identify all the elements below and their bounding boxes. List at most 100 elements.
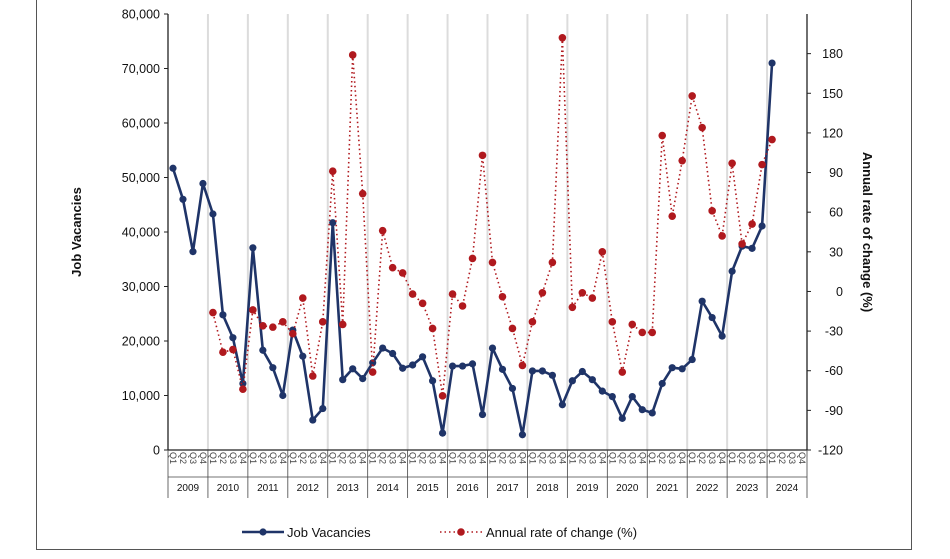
- quarter-tick-label: Q1: [208, 452, 218, 464]
- quarter-tick-label: Q2: [218, 452, 228, 464]
- right-tick-label: -120: [818, 444, 843, 458]
- job-vacancies-point: [419, 353, 427, 361]
- right-tick-label: -30: [825, 325, 843, 339]
- year-label: 2014: [377, 483, 400, 494]
- quarter-tick-label: Q3: [308, 452, 318, 464]
- quarter-tick-label: Q2: [458, 452, 468, 464]
- annual-rate-point: [758, 160, 766, 169]
- job-vacancies-point: [658, 379, 666, 388]
- quarter-tick-label: Q3: [188, 452, 198, 464]
- annual-rate-point: [388, 263, 397, 272]
- job-vacancies-point: [209, 210, 217, 218]
- quarter-tick-label: Q4: [637, 452, 647, 464]
- job-vacancies-point: [468, 360, 477, 368]
- year-label: 2020: [616, 483, 639, 494]
- annual-rate-point: [748, 220, 756, 228]
- job-vacancies-point: [638, 406, 646, 414]
- job-vacancies-point: [608, 392, 616, 401]
- right-tick-label: -90: [825, 404, 843, 418]
- job-vacancies-point: [428, 377, 437, 385]
- job-vacancies-point: [678, 365, 686, 373]
- annual-rate-point: [368, 368, 377, 376]
- annual-rate-point: [618, 368, 627, 376]
- right-tick-label: 150: [822, 87, 843, 101]
- annual-rate-point: [588, 294, 597, 302]
- quarter-tick-label: Q1: [248, 452, 258, 464]
- quarter-tick-label: Q3: [348, 452, 358, 464]
- job-vacancies-point: [339, 376, 347, 384]
- annual-rate-point: [378, 226, 387, 235]
- left-tick-label: 20,000: [122, 335, 160, 349]
- job-vacancies-point: [568, 377, 576, 385]
- quarter-tick-label: Q4: [717, 452, 727, 464]
- year-label: 2018: [536, 483, 559, 494]
- annual-rate-point: [668, 212, 677, 220]
- annual-rate-point: [498, 292, 507, 301]
- quarter-tick-label: Q2: [418, 452, 428, 464]
- quarter-tick-label: Q3: [428, 452, 438, 464]
- left-axis-title: Job Vacancies: [69, 187, 84, 277]
- legend-marker-annual-rate: [457, 528, 465, 536]
- right-tick-label: 60: [829, 206, 843, 220]
- job-vacancies-point: [508, 384, 517, 393]
- quarter-tick-label: Q3: [667, 452, 677, 464]
- job-vacancies-point: [229, 334, 237, 342]
- year-label: 2023: [736, 483, 759, 494]
- job-vacancies-point: [249, 244, 257, 252]
- quarter-tick-label: Q2: [338, 452, 348, 464]
- annual-rate-point: [518, 361, 527, 370]
- job-vacancies-point: [688, 355, 696, 364]
- annual-rate-point: [478, 151, 487, 160]
- right-tick-label: 120: [822, 126, 843, 140]
- annual-rate-point: [279, 318, 287, 326]
- legend-marker-job-vacancies: [259, 528, 267, 536]
- left-tick-label: 50,000: [122, 171, 160, 185]
- annual-rate-point: [448, 290, 457, 298]
- job-vacancies-point: [169, 164, 177, 172]
- quarter-tick-label: Q4: [398, 452, 408, 464]
- quarter-tick-label: Q3: [787, 452, 797, 464]
- year-label: 2010: [217, 483, 240, 494]
- right-tick-label: 30: [829, 245, 843, 259]
- annual-rate-point: [219, 348, 227, 357]
- annual-rate-point: [249, 306, 257, 314]
- quarter-tick-label: Q1: [448, 452, 458, 464]
- job-vacancies-point: [359, 375, 367, 383]
- job-vacancies-point: [588, 376, 596, 384]
- quarter-tick-label: Q4: [597, 452, 607, 464]
- job-vacancies-point: [628, 392, 636, 401]
- job-vacancies-point: [179, 195, 187, 203]
- annual-rate-point: [548, 258, 557, 267]
- job-vacancies-point: [389, 349, 397, 358]
- quarter-tick-label: Q1: [527, 452, 537, 464]
- job-vacancies-line: [171, 62, 774, 437]
- quarter-tick-label: Q2: [258, 452, 268, 464]
- annual-rate-point: [289, 329, 297, 338]
- year-label: 2009: [177, 483, 200, 494]
- quarter-tick-label: Q1: [168, 452, 178, 464]
- quarter-tick-label: Q4: [757, 452, 767, 464]
- job-vacancies-point: [409, 361, 417, 369]
- quarter-tick-label: Q3: [707, 452, 717, 464]
- annual-rate-point: [438, 392, 447, 400]
- annual-rate-point: [678, 156, 686, 165]
- job-vacancies-point: [768, 59, 776, 67]
- job-vacancies-point: [369, 359, 377, 367]
- legend-label-job-vacancies: Job Vacancies: [287, 525, 371, 540]
- quarter-tick-label: Q3: [547, 452, 557, 464]
- quarter-tick-label: Q1: [727, 452, 737, 464]
- right-axis-title: Annual rate of change (%): [860, 152, 875, 312]
- job-vacancies-point: [718, 332, 726, 340]
- job-vacancies-point: [598, 387, 606, 395]
- annual-rate-point: [558, 33, 567, 42]
- job-vacancies-point: [708, 313, 716, 322]
- quarter-tick-label: Q2: [577, 452, 587, 464]
- annual-rate-point: [269, 323, 277, 331]
- quarter-tick-label: Q2: [298, 452, 308, 464]
- job-vacancies-point: [758, 222, 766, 230]
- quarter-tick-label: Q4: [198, 452, 208, 464]
- job-vacancies-point: [219, 311, 227, 319]
- year-label: 2024: [776, 483, 799, 494]
- annual-rate-point: [398, 269, 407, 277]
- left-tick-label: 80,000: [122, 8, 160, 22]
